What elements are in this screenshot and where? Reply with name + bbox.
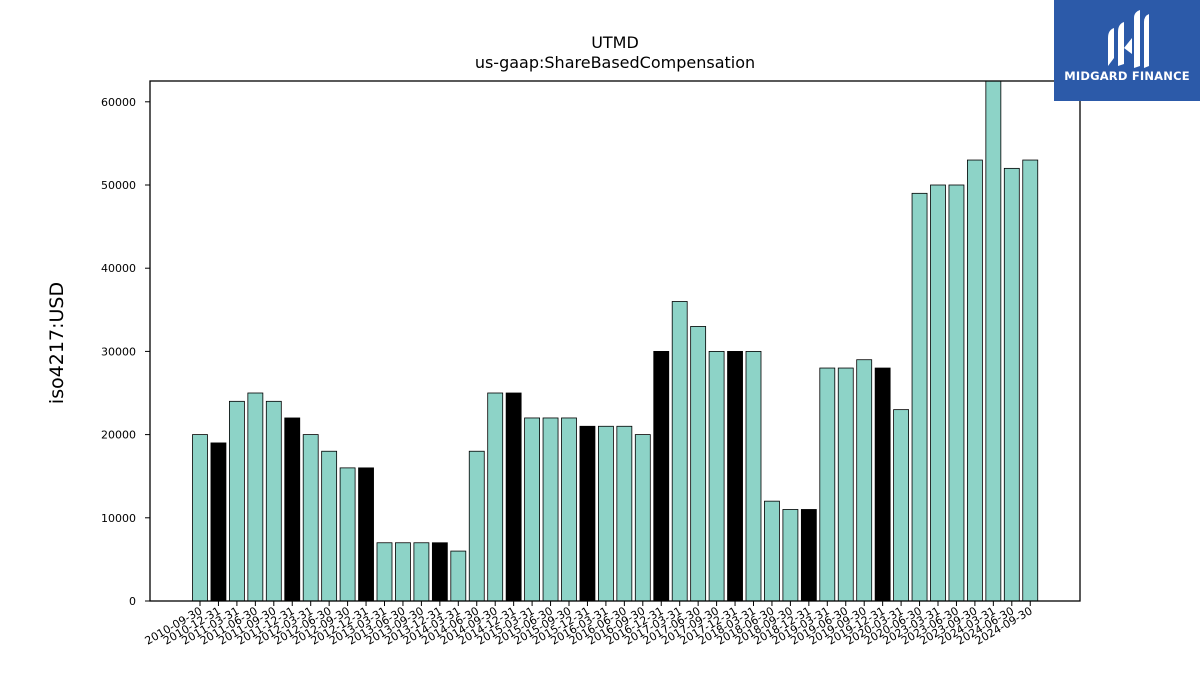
bar-2012-12-31 [358,467,374,602]
bar-2015-03-31 [524,417,540,602]
bar-2016-09-30 [634,434,651,602]
bar-2014-03-31 [450,550,467,602]
y-tick-label-20000: 20000 [101,429,136,442]
bar-2014-12-31 [505,392,522,602]
chart-title: UTMD [591,33,639,52]
y-tick-label-30000: 30000 [101,345,136,358]
bar-2013-06-30 [395,542,411,602]
bar-2013-12-31 [431,542,448,602]
y-tick-label-60000: 60000 [101,96,136,109]
plot-frame [149,80,1081,602]
y-tick-label-40000: 40000 [101,262,136,275]
bar-2011-12-31 [284,417,301,602]
bar-2013-03-31 [376,542,393,602]
bar-2020-06-30 [911,192,928,602]
y-tick-label-50000: 50000 [101,179,136,192]
logo-mark-icon [1108,10,1149,68]
chart-subtitle: us-gaap:ShareBasedCompensation [474,53,756,72]
bar-2012-09-30 [339,467,356,602]
y-axis-label: iso4217:USD [46,281,68,405]
bar-2018-03-31 [745,350,762,602]
bar-2017-09-30 [708,350,725,602]
bar-2023-03-31 [930,184,946,602]
y-tick-label-10000: 10000 [101,512,136,525]
logo-text: MIDGARD FINANCE [1064,69,1190,83]
bar-2016-06-30 [616,425,633,602]
bar-2014-09-30 [487,392,504,602]
bar-2019-06-30 [837,367,854,602]
bar-2020-03-31 [893,409,909,602]
bar-2017-12-31 [727,350,743,602]
bar-2011-03-31 [228,400,245,602]
bar-2018-12-31 [800,509,817,602]
bar-2024-03-31 [985,80,1002,602]
bar-2010-09-30 [192,434,208,602]
bar-2011-09-30 [265,400,282,602]
bar-2013-09-30 [413,542,430,602]
bar-2024-06-30 [1003,167,1020,602]
bar-2011-06-30 [247,392,264,602]
bar-2014-06-30 [468,450,485,602]
y-tick-label-0: 0 [129,595,136,608]
bar-2019-09-30 [856,359,873,602]
bar-2023-06-30 [948,184,965,602]
bar-2012-06-30 [321,450,338,602]
midgard-finance-logo: MIDGARD FINANCE [1054,0,1200,101]
bar-2012-03-31 [302,434,319,602]
bar-2019-03-31 [819,367,836,602]
bar-2015-06-30 [542,417,559,602]
bar-2017-03-31 [671,301,688,602]
bar-2015-09-30 [561,417,577,602]
bar-2015-12-31 [579,425,596,602]
bar-2016-03-31 [598,425,614,602]
bar-2024-09-30 [1022,159,1039,602]
bar-2023-09-30 [967,159,983,602]
bar-2010-12-31 [210,442,227,602]
bar-2017-06-30 [690,326,707,602]
bar-2018-06-30 [764,500,780,602]
bar-2016-12-31 [653,350,670,602]
bar-2018-09-30 [782,509,799,602]
bar-2019-12-31 [874,367,891,602]
